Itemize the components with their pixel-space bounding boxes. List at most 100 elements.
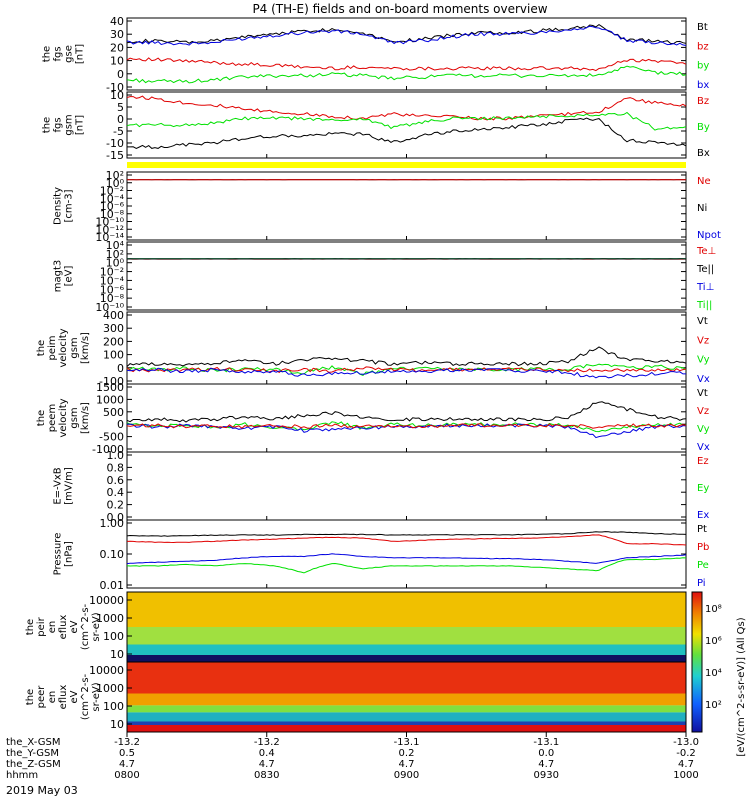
- y-axis-label-peem-line: gsm: [69, 407, 80, 428]
- legend-entry-peim: Vz: [697, 335, 709, 346]
- series-line-fgs_gse-blue: [127, 26, 686, 45]
- legend-entry-efield: Ex: [697, 510, 709, 521]
- series-line-fgs_gsm-black: [127, 118, 686, 148]
- spectrogram-y-label-peir-line: (cm^2-s-: [80, 603, 91, 650]
- colorbar-tick-label: 10²: [705, 700, 722, 711]
- legend-entry-peem: Vt: [697, 388, 708, 399]
- series-line-peem-black: [127, 402, 686, 422]
- legend-entry-density: Ni: [697, 203, 707, 214]
- legend-entry-peem: Vx: [697, 442, 710, 453]
- spectrogram-band-peer: [127, 662, 686, 694]
- orbit-row-value: 4.7: [538, 759, 554, 770]
- y-axis-label-fgs_gsm-line: gsm: [64, 114, 75, 135]
- legend-entry-efield: Ey: [697, 483, 709, 494]
- spectrogram-band-peir: [127, 592, 686, 627]
- spectrogram-band-peir: [127, 627, 686, 645]
- orbit-row-value: -0.2: [676, 748, 696, 759]
- y-tick-label-fgs_gse: 30: [110, 28, 124, 41]
- y-tick-label-fgs_gse: 40: [110, 15, 124, 28]
- y-axis-label-fgs_gse-line: [nT]: [75, 44, 86, 64]
- y-tick-label-peim: 400: [103, 309, 124, 322]
- spectrogram-y-tick-label-peer: 100: [103, 700, 124, 713]
- y-tick-label-peim: 200: [103, 335, 124, 348]
- orbit-row-value: 4.7: [259, 759, 275, 770]
- orbit-labels: the_X-GSM-13.2-13.2-13.1-13.1-13.0the_Y-…: [6, 732, 699, 781]
- y-axis-label-peim-line: [km/s]: [80, 332, 91, 364]
- y-tick-label-peim: 0: [117, 362, 124, 375]
- legend-entry-pressure: Pe: [697, 560, 709, 571]
- series-line-peim-green: [127, 364, 686, 375]
- spectrogram-band-peir: [127, 655, 686, 662]
- spectrogram-y-label-peir-line: sr-eV): [91, 612, 102, 641]
- y-axis-label-magt3-line: [eV]: [64, 266, 75, 287]
- legend-entry-efield: Ez: [697, 456, 709, 467]
- y-tick-label-pressure: 0.10: [100, 548, 125, 561]
- y-axis-label-density-line: Density: [53, 187, 64, 225]
- y-axis-label-fgs_gse-line: the: [42, 46, 53, 62]
- spectrogram-y-label-peer-line: (cm^2-s-: [80, 673, 91, 720]
- orbit-row-value: -13.0: [673, 737, 699, 748]
- spectrogram-y-tick-label-peer: 10000: [89, 664, 124, 677]
- y-tick-label-peem: -500: [99, 431, 124, 444]
- spectrogram-y-label-peer-line: eV: [69, 690, 80, 703]
- legend-entry-fgs_gsm: Bz: [697, 96, 709, 107]
- spectrogram-band-peer: [127, 705, 686, 712]
- legend-entry-fgs_gse: bx: [697, 80, 709, 91]
- y-axis-label-fgs_gsm-line: the: [42, 117, 53, 133]
- legend-entry-magt3: Te⊥: [696, 246, 716, 257]
- spectrogram-y-label-peir-line: eflux: [58, 615, 69, 640]
- orbit-row-label: the_Y-GSM: [6, 748, 59, 759]
- legend-entry-density: Npot: [697, 230, 721, 241]
- y-axis-label-peim-line: gsm: [69, 337, 80, 358]
- orbit-row-value: 0.4: [259, 748, 275, 759]
- orbit-row-label: hhmm: [6, 770, 38, 781]
- y-axis-label-magt3-line: magt3: [53, 260, 64, 293]
- y-tick-label-fgs_gsm: -15: [106, 149, 124, 162]
- colorbar-tick-label: 10⁴: [705, 668, 722, 679]
- spectrogram-band-peer: [127, 694, 686, 706]
- spectrogram-band-peer: [127, 712, 686, 721]
- y-tick-label-pressure: 0.01: [100, 579, 125, 592]
- orbit-row-value: -13.2: [254, 737, 280, 748]
- legend-entry-fgs_gse: Bt: [697, 22, 708, 33]
- legend-entry-pressure: Pt: [697, 524, 707, 535]
- orbit-row-value: 0900: [394, 770, 419, 781]
- panel-frame-pressure: [127, 520, 686, 588]
- y-tick-label-peim: 100: [103, 349, 124, 362]
- y-tick-label-efield: 0.2: [107, 499, 125, 512]
- spectrogram-y-tick-label-peer: 10: [110, 718, 124, 731]
- legend-entry-fgs_gsm: Bx: [697, 148, 710, 159]
- y-axis-label-fgs_gse-line: fgs: [53, 46, 64, 61]
- y-axis-label-efield-line: E=-VxB: [53, 467, 64, 504]
- y-tick-label-efield: 0.4: [107, 486, 125, 499]
- y-axis-label-efield-line: [mV/m]: [64, 467, 75, 505]
- legend-entry-peim: Vy: [697, 355, 710, 366]
- orbit-row-value: 0.0: [538, 748, 554, 759]
- legend-entry-fgs_gse: by: [697, 61, 709, 72]
- y-tick-label-peem: 500: [103, 406, 124, 419]
- orbit-row-value: -13.1: [533, 737, 559, 748]
- y-tick-label-efield: 0.8: [107, 461, 125, 474]
- y-tick-label-peem: 0: [117, 418, 124, 431]
- orbit-row-label: the_Z-GSM: [6, 759, 61, 770]
- orbit-row-label: the_X-GSM: [6, 737, 60, 748]
- panel-frame-magt3: [127, 242, 686, 310]
- series-line-fgs_gse-red: [127, 58, 686, 71]
- orbit-row-value: 4.7: [678, 759, 694, 770]
- orbit-row-value: -13.2: [114, 737, 140, 748]
- y-axis-label-peim-line: the: [36, 340, 47, 356]
- spectrogram-y-tick-label-peir: 100: [103, 630, 124, 643]
- y-tick-label-pressure: 1.00: [100, 517, 125, 530]
- series-line-peim-black: [127, 347, 686, 367]
- spectrogram-band-peer: [127, 722, 686, 726]
- orbit-row-value: 0830: [254, 770, 279, 781]
- y-axis-label-peim-line: peim: [47, 335, 58, 360]
- orbit-row-value: 1000: [673, 770, 698, 781]
- spectrogram-y-tick-label-peir: 10: [110, 648, 124, 661]
- y-tick-label-fgs_gse: 20: [110, 41, 124, 54]
- date-label: 2019 May 03: [6, 784, 78, 797]
- legend-entry-pressure: Pb: [697, 542, 709, 553]
- legend-entry-magt3: Te||: [696, 264, 714, 275]
- spectrogram-y-label-peer-line: en: [47, 691, 58, 704]
